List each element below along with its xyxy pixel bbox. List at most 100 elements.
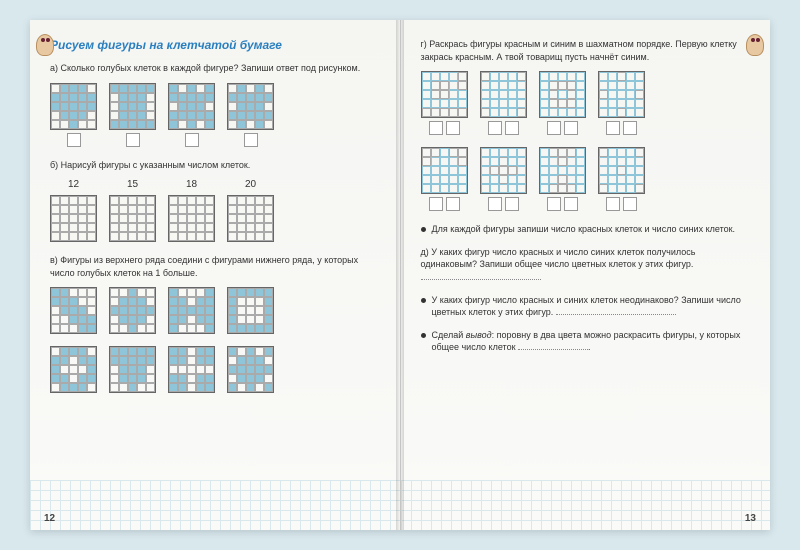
grid-cell [264,306,273,315]
grid-cell [558,184,567,193]
answer-box[interactable] [606,121,620,135]
grid-cell [264,315,273,324]
answer-box[interactable] [446,121,460,135]
grid-cell [635,81,644,90]
answer-box[interactable] [564,197,578,211]
grid-cell [110,232,119,241]
answer-box[interactable] [623,121,637,135]
grid-cell [558,157,567,166]
grid-cell [617,72,626,81]
answer-box[interactable] [244,133,258,147]
grid-cell [69,383,78,392]
grid-cell [228,214,237,223]
grid-cell [60,356,69,365]
grid-cell [567,148,576,157]
answer-pair [547,121,578,135]
grid-cell [69,111,78,120]
grid-cell [137,347,146,356]
grid-cell [51,120,60,129]
answer-box[interactable] [429,121,443,135]
answer-blank[interactable] [421,271,541,280]
grid-cell [146,223,155,232]
grid-cell [431,108,440,117]
grid-cell [449,99,458,108]
grid-cell [499,157,508,166]
grid-cell [60,232,69,241]
grid-cell [237,214,246,223]
grid-cell [87,288,96,297]
grid-cell [558,166,567,175]
grid-cell [87,306,96,315]
grid-cell [608,72,617,81]
grid-cell [178,232,187,241]
answer-box[interactable] [185,133,199,147]
answer-box[interactable] [606,197,620,211]
grid-cell [205,288,214,297]
grid-cell [626,108,635,117]
grid-cell [128,84,137,93]
grid-cell [246,223,255,232]
grid-cell [481,166,490,175]
grid-cell [264,102,273,111]
grid-cell [196,324,205,333]
grid-cell [255,232,264,241]
grid-cell [264,214,273,223]
grid-cell [146,374,155,383]
grid-cell [237,111,246,120]
answer-box[interactable] [67,133,81,147]
answer-box[interactable] [623,197,637,211]
grid-cell [196,111,205,120]
answer-pair [429,197,460,211]
grid-cell [576,157,585,166]
grid-cell [187,374,196,383]
grid-cell [508,108,517,117]
answer-blank[interactable] [518,341,588,350]
grid-cell [137,102,146,111]
grid-cell [196,84,205,93]
grid-cell [178,214,187,223]
grid-cell [440,90,449,99]
answer-box[interactable] [488,121,502,135]
figure-grid [421,147,468,194]
grid-cell [517,108,526,117]
figure-with-answer-pair [539,71,586,135]
grid-cell [626,148,635,157]
grid-cell [228,297,237,306]
grid-cell [608,81,617,90]
grid-cell [178,111,187,120]
grid-cell [626,81,635,90]
grid-cell [567,157,576,166]
grid-cell [246,214,255,223]
grid-cell [169,84,178,93]
answer-box[interactable] [446,197,460,211]
grid-cell [69,347,78,356]
grid-cell [540,175,549,184]
answer-box[interactable] [488,197,502,211]
grid-cell [567,175,576,184]
answer-box[interactable] [126,133,140,147]
grid-cell [481,184,490,193]
answer-box[interactable] [564,121,578,135]
answer-box[interactable] [547,197,561,211]
grid-cell [146,111,155,120]
bullet-1: Для каждой фигуры запиши число красных к… [421,223,751,236]
grid-cell [110,196,119,205]
grid-cell [146,306,155,315]
bullet-icon [421,333,426,338]
grid-cell [576,175,585,184]
answer-box[interactable] [547,121,561,135]
answer-blank[interactable] [556,306,676,315]
figure-grid [227,287,274,334]
answer-box[interactable] [429,197,443,211]
figure-grid [168,83,215,130]
grid-cell [128,223,137,232]
grid-cell [110,297,119,306]
answer-box[interactable] [505,197,519,211]
answer-box[interactable] [505,121,519,135]
grid-cell [431,166,440,175]
grid-cell [246,288,255,297]
grid-cell [599,99,608,108]
grid-cell [78,356,87,365]
grid-cell [146,365,155,374]
grid-cell [196,223,205,232]
